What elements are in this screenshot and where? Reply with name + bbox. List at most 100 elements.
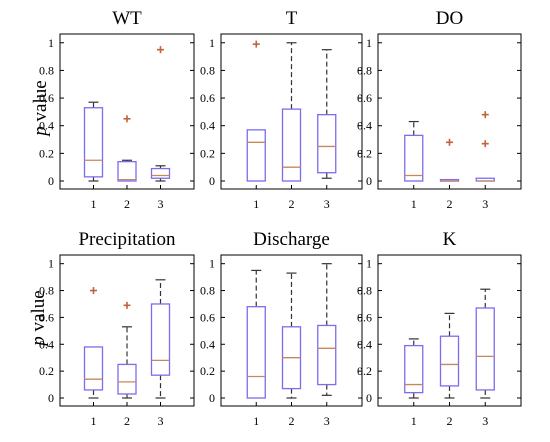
y-tick-label: 0 bbox=[48, 391, 54, 405]
panel-title: DO bbox=[436, 8, 463, 29]
x-tick-label: 2 bbox=[289, 414, 295, 428]
panel-1: WT 0 0.2 0.4 0.6 0.8 1 1 2 3 bbox=[39, 8, 195, 211]
x-tick-label: 3 bbox=[324, 197, 330, 211]
ylabel-bottom: p value bbox=[28, 290, 49, 347]
box-group-1 bbox=[404, 120, 424, 182]
panel-5: Discharge 0 0.2 0.4 0.6 0.8 1 1 2 3 bbox=[200, 229, 363, 428]
box-group-2 bbox=[281, 42, 302, 182]
x-tick-label: 3 bbox=[482, 414, 488, 428]
box-group-3 bbox=[475, 111, 495, 182]
y-tick-label: 0.4 bbox=[39, 119, 54, 133]
box-group-2 bbox=[117, 115, 137, 182]
x-tick-label: 2 bbox=[447, 414, 453, 428]
y-tick-label: 1 bbox=[48, 36, 54, 50]
box bbox=[404, 134, 424, 182]
y-tick-label: 0.4 bbox=[357, 119, 372, 133]
box-group-3 bbox=[317, 263, 337, 396]
box-group-3 bbox=[150, 46, 171, 182]
y-tick-label: 0 bbox=[209, 174, 215, 188]
panel-title: T bbox=[286, 8, 298, 29]
x-tick-label: 3 bbox=[324, 414, 330, 428]
panel-title: Discharge bbox=[253, 229, 330, 250]
x-tick-label: 3 bbox=[158, 414, 164, 428]
ylabel-top: p value bbox=[30, 80, 51, 137]
box-group-2 bbox=[439, 138, 460, 182]
box bbox=[439, 335, 460, 387]
box-group-2 bbox=[117, 301, 137, 399]
x-tick-label: 2 bbox=[124, 197, 130, 211]
x-tick-label: 1 bbox=[91, 414, 97, 428]
panel-2: T 0 0.2 0.4 0.6 0.8 1 1 2 3 bbox=[200, 8, 363, 211]
box-group-3 bbox=[150, 279, 171, 399]
axes-frame bbox=[377, 254, 522, 407]
box-group-1 bbox=[404, 338, 424, 399]
box bbox=[317, 113, 337, 174]
y-tick-label: 0 bbox=[366, 174, 372, 188]
box-group-1 bbox=[83, 287, 104, 399]
y-tick-label: 0.6 bbox=[200, 91, 215, 105]
box-group-1 bbox=[246, 269, 266, 399]
x-tick-label: 1 bbox=[411, 414, 417, 428]
y-tick-label: 1 bbox=[209, 36, 215, 50]
box-group-2 bbox=[439, 312, 460, 399]
axes-frame bbox=[59, 33, 195, 190]
y-tick-label: 0.8 bbox=[39, 63, 54, 77]
y-tick-label: 0.2 bbox=[39, 146, 54, 160]
y-tick-label: 1 bbox=[366, 36, 372, 50]
y-tick-label: 0.2 bbox=[357, 364, 372, 378]
box-group-1 bbox=[246, 40, 266, 182]
panel-title: WT bbox=[112, 8, 142, 29]
y-tick-label: 0.6 bbox=[200, 310, 215, 324]
y-tick-label: 0.2 bbox=[39, 364, 54, 378]
box bbox=[150, 303, 171, 376]
box bbox=[281, 108, 302, 182]
y-tick-label: 0.4 bbox=[39, 337, 54, 351]
x-tick-label: 2 bbox=[124, 414, 130, 428]
x-tick-label: 1 bbox=[411, 197, 417, 211]
panel-title: Precipitation bbox=[78, 229, 176, 250]
y-tick-label: 0.8 bbox=[200, 284, 215, 298]
y-tick-label: 0.6 bbox=[357, 91, 372, 105]
y-tick-label: 0.2 bbox=[200, 364, 215, 378]
y-tick-label: 0.6 bbox=[39, 91, 54, 105]
y-tick-label: 0.8 bbox=[357, 63, 372, 77]
axes-frame bbox=[377, 33, 522, 190]
box-group-3 bbox=[475, 288, 495, 399]
x-tick-label: 2 bbox=[289, 197, 295, 211]
y-tick-label: 0 bbox=[209, 391, 215, 405]
box bbox=[83, 107, 104, 178]
x-tick-label: 3 bbox=[158, 197, 164, 211]
x-tick-label: 1 bbox=[91, 197, 97, 211]
y-tick-label: 0.6 bbox=[39, 310, 54, 324]
panel-title: K bbox=[443, 229, 457, 250]
box bbox=[83, 346, 104, 391]
y-tick-label: 0.8 bbox=[39, 284, 54, 298]
box bbox=[117, 363, 137, 395]
y-tick-label: 1 bbox=[48, 257, 54, 271]
y-tick-label: 0 bbox=[366, 391, 372, 405]
box bbox=[317, 324, 337, 386]
panel-4: Precipitation 0 0.2 0.4 0.6 0.8 1 1 2 3 bbox=[39, 229, 195, 428]
box bbox=[404, 344, 424, 394]
y-tick-label: 1 bbox=[209, 257, 215, 271]
box bbox=[475, 307, 495, 391]
y-tick-label: 1 bbox=[366, 257, 372, 271]
box bbox=[117, 160, 137, 182]
y-tick-label: 0.4 bbox=[200, 119, 215, 133]
y-tick-label: 0.2 bbox=[357, 146, 372, 160]
y-tick-label: 0.4 bbox=[200, 337, 215, 351]
y-tick-label: 0.2 bbox=[200, 146, 215, 160]
box-group-2 bbox=[281, 272, 302, 399]
y-tick-label: 0.6 bbox=[357, 310, 372, 324]
box-group-1 bbox=[83, 101, 104, 182]
y-tick-label: 0.8 bbox=[357, 284, 372, 298]
y-tick-label: 0.8 bbox=[200, 63, 215, 77]
panel-6: K 0 0.2 0.4 0.6 0.8 1 1 2 3 bbox=[357, 229, 522, 428]
box bbox=[150, 167, 171, 179]
y-tick-label: 0.4 bbox=[357, 337, 372, 351]
y-tick-label: 0 bbox=[48, 174, 54, 188]
x-tick-label: 1 bbox=[253, 197, 259, 211]
x-tick-label: 2 bbox=[447, 197, 453, 211]
box bbox=[246, 306, 266, 399]
x-tick-label: 1 bbox=[253, 414, 259, 428]
